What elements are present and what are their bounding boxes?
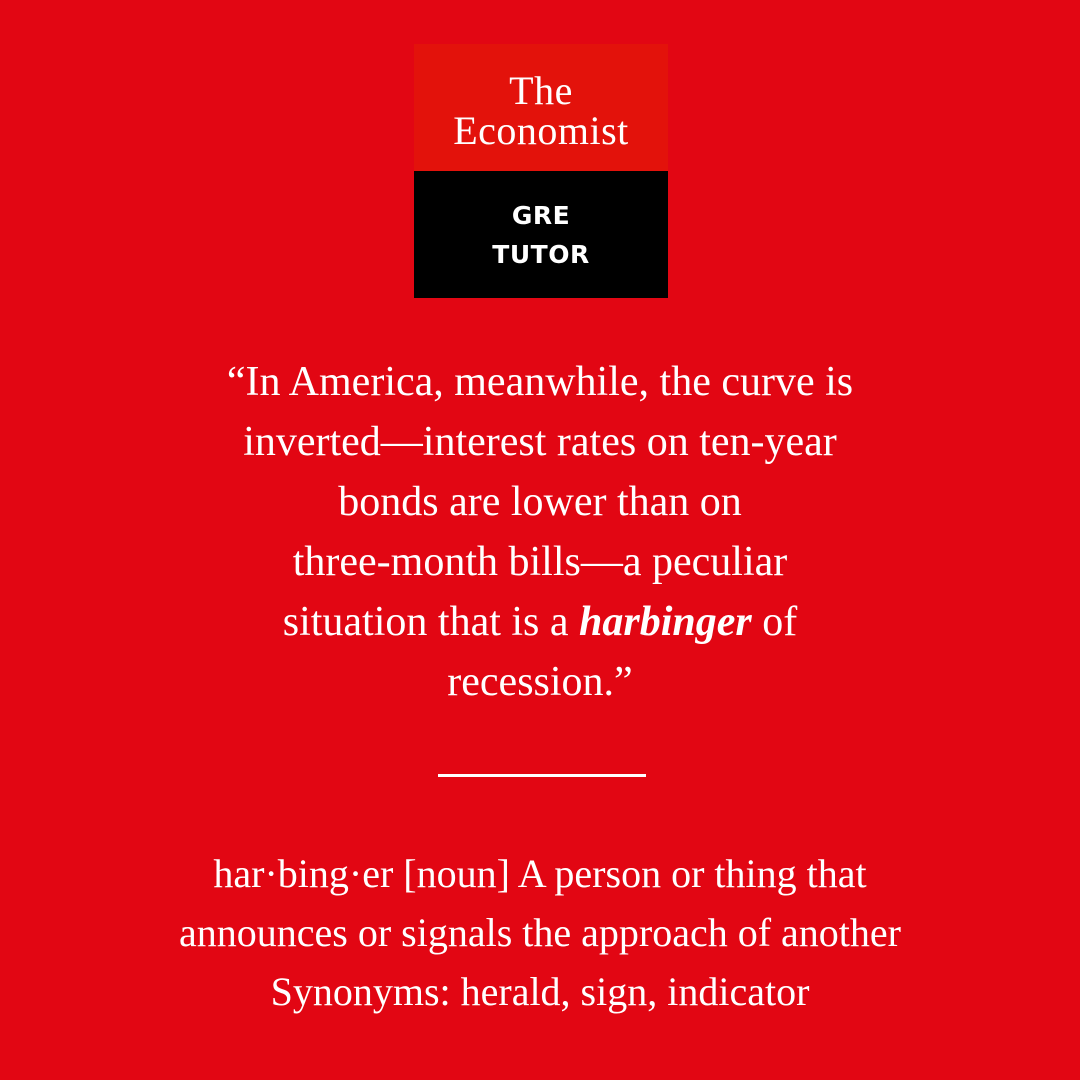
quote-line: inverted—interest rates on ten-year xyxy=(243,419,837,465)
quote-line: three-month bills—a peculiar xyxy=(292,539,788,585)
logo-product-line1: GRE xyxy=(511,200,571,230)
logo-product-block: GRE TUTOR xyxy=(414,171,668,298)
economist-gre-tutor-logo: The Economist GRE TUTOR xyxy=(414,44,668,298)
synonyms-line: Synonyms: herald, sign, indicator xyxy=(270,969,810,1014)
logo-brand-line2: Economist xyxy=(453,107,629,153)
quote-line5-after: of xyxy=(751,599,798,645)
definition-text: har·bing·er [noun] A person or thing tha… xyxy=(60,844,1020,1021)
quote-keyword: harbinger xyxy=(579,599,752,645)
logo-product-line2: TUTOR xyxy=(492,239,590,269)
divider xyxy=(438,774,646,777)
quote-text: “In America, meanwhile, the curve is inv… xyxy=(90,352,990,712)
quote-line: bonds are lower than on xyxy=(338,479,742,525)
definition-line: har·bing·er [noun] A person or thing tha… xyxy=(213,851,867,896)
definition-line: announces or signals the approach of ano… xyxy=(179,910,901,955)
logo-brand-block: The Economist xyxy=(414,44,668,171)
logo-brand-line1: The xyxy=(509,67,573,113)
quote-line: “In America, meanwhile, the curve is xyxy=(226,359,854,405)
quote-line5-before: situation that is a xyxy=(282,599,580,645)
quote-line: recession.” xyxy=(447,659,633,705)
quote-line-with-keyword: situation that is a harbinger of xyxy=(90,592,990,652)
